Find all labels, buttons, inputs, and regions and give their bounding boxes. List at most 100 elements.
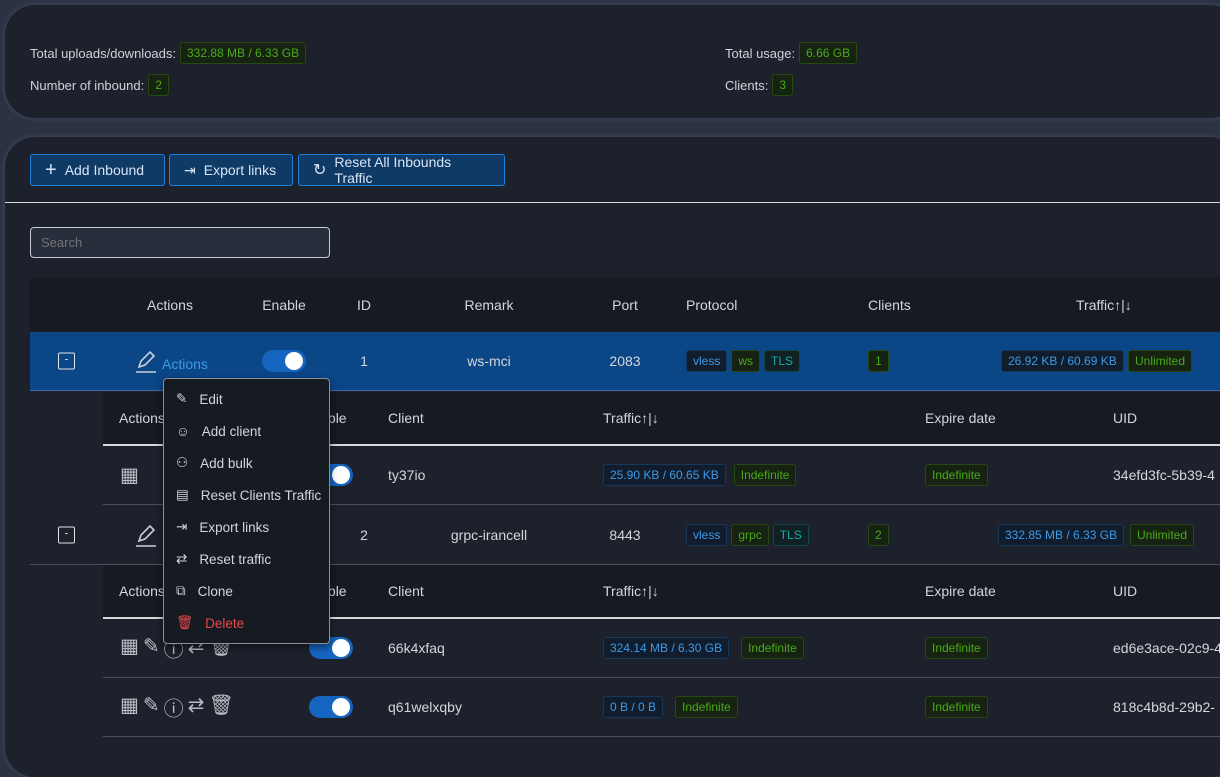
delete-icon[interactable]: 🗑 <box>208 694 234 717</box>
table-row[interactable]: - Actions 1 ws-mci 2083 vless ws TLS 1 26.… <box>30 332 1220 391</box>
menu-item-add-bulk[interactable]: ⚇ Add bulk <box>164 447 329 479</box>
enable-toggle[interactable] <box>262 350 306 372</box>
port: 8443 <box>609 526 641 543</box>
tag: vless <box>686 350 728 372</box>
menu-item-add-client[interactable]: ☺ Add client <box>164 415 329 447</box>
reset-icon[interactable]: ⇄ <box>187 694 205 717</box>
edit-icon[interactable] <box>134 523 158 547</box>
tag: TLS <box>772 523 809 546</box>
col-actions: Actions <box>119 583 165 599</box>
client-actions: ▦ <box>120 463 139 488</box>
qrcode-icon[interactable]: ▦ <box>120 635 139 658</box>
qrcode-icon[interactable]: ▦ <box>120 694 139 717</box>
client-row: ▦ ty37io 25.90 KB / 60.65 KB Indefinite I… <box>103 446 1220 505</box>
limit-badge: Unlimited <box>1128 350 1193 372</box>
label: Add Inbound <box>64 162 145 178</box>
client-traffic: 0 B / 0 B Indefinite <box>603 696 738 718</box>
user-add-icon: ☺ <box>176 423 190 439</box>
label: Clients: <box>725 77 769 93</box>
badge: 332.88 MB / 6.33 GB <box>180 42 307 64</box>
col-actions: Actions <box>147 296 193 313</box>
retweet-icon: ⇄ <box>176 551 188 566</box>
protocol-tags: vless ws TLS <box>686 350 801 372</box>
menu-item-clone[interactable]: ⧉ Clone <box>164 575 329 607</box>
stat-total-updown: Total uploads/downloads: 332.88 MB / 6.33… <box>30 42 307 64</box>
col-traffic: Traffic↑|↓ <box>1076 296 1132 313</box>
label: Reset Clients Traffic <box>200 487 322 503</box>
client-name: q61welxqby <box>388 699 462 715</box>
label: Delete <box>205 615 245 631</box>
divider <box>5 202 1220 203</box>
edit-icon[interactable]: ✎ <box>142 635 160 658</box>
edit-icon[interactable]: ✎ <box>142 694 160 717</box>
client-actions: ▦ ✎ ⓘ ⇄ 🗑 <box>120 693 234 722</box>
collapse-button[interactable]: - <box>58 526 75 543</box>
export-icon: ⇥ <box>176 519 188 534</box>
badge: 2 <box>148 74 169 96</box>
uid: ed6e3ace-02c9-4 <box>1113 640 1220 656</box>
search-input[interactable] <box>30 227 330 258</box>
delete-icon: 🗑 <box>176 615 194 630</box>
protocol-tags: vless grpc TLS <box>686 523 809 546</box>
menu-item-edit[interactable]: ✎ Edit <box>164 383 329 415</box>
traffic-badge: 324.14 MB / 6.30 GB <box>603 637 730 659</box>
traffic-badge: 25.90 KB / 60.65 KB <box>603 464 726 486</box>
total-badge: Indefinite <box>741 637 804 659</box>
traffic-badge: 332.85 MB / 6.33 GB <box>998 523 1125 546</box>
client-traffic: 324.14 MB / 6.30 GB Indefinite <box>603 637 804 659</box>
uid: 818c4b8d-29b2- <box>1113 699 1215 715</box>
collapse-button[interactable]: - <box>58 352 75 370</box>
menu-item-reset-traffic[interactable]: ⇄ Reset traffic <box>164 543 329 575</box>
qrcode-icon[interactable]: ▦ <box>120 464 139 487</box>
total-badge: Indefinite <box>733 464 797 486</box>
clients-badge: 2 <box>868 523 889 546</box>
clone-icon: ⧉ <box>176 583 186 598</box>
client-name: 66k4xfaq <box>388 640 445 656</box>
col-protocol: Protocol <box>686 296 738 313</box>
menu-item-export-links[interactable]: ⇥ Export links <box>164 511 329 543</box>
traffic-badge: 26.92 KB / 60.69 KB <box>1001 350 1124 372</box>
info-icon[interactable]: ⓘ <box>163 698 184 721</box>
label: Reset All Inbounds Traffic <box>334 154 452 186</box>
edit-icon: ✎ <box>176 391 188 406</box>
label: Add bulk <box>200 455 253 471</box>
label: Reset traffic <box>199 551 272 567</box>
col-enable: Enable <box>262 296 306 313</box>
traffic-badge: 0 B / 0 B <box>603 696 664 718</box>
menu-item-reset-clients-traffic[interactable]: ▤ Reset Clients Traffic <box>164 479 329 511</box>
col-expire: Expire date <box>925 410 996 426</box>
client-traffic: 25.90 KB / 60.65 KB Indefinite <box>603 464 797 486</box>
client-enable-toggle[interactable] <box>309 696 353 718</box>
add-inbound-button[interactable]: + Add Inbound <box>30 154 165 186</box>
expire-badge: Indefinite <box>925 637 988 659</box>
expire-badge: Indefinite <box>925 464 988 486</box>
actions-dropdown[interactable]: Actions <box>134 349 208 373</box>
reset-all-traffic-button[interactable]: ↻ Reset All Inbounds Traffic <box>298 154 505 186</box>
export-links-button[interactable]: ⇥ Export links <box>169 154 293 186</box>
stat-total-usage: Total usage: 6.66 GB <box>725 42 858 64</box>
limit-badge: Unlimited <box>1130 523 1195 546</box>
stat-clients: Clients: 3 <box>725 74 794 96</box>
remark: ws-mci <box>467 353 511 369</box>
expire-badge: Indefinite <box>925 696 988 718</box>
edit-icon <box>136 350 156 373</box>
remark: grpc-irancell <box>450 526 528 543</box>
port: 2083 <box>609 353 641 369</box>
tag: TLS <box>764 350 801 372</box>
col-client: Client <box>388 410 424 426</box>
users-icon: ⚇ <box>176 455 189 470</box>
col-client: Client <box>388 583 424 599</box>
file-reset-icon: ▤ <box>176 487 189 502</box>
id: 2 <box>360 526 368 543</box>
total-badge: Indefinite <box>675 696 738 718</box>
tag: vless <box>686 523 728 546</box>
tag: ws <box>731 350 761 372</box>
id: 1 <box>360 353 368 369</box>
info-icon[interactable]: ⓘ <box>163 639 184 662</box>
table-row[interactable]: - 2 grpc-irancell 8443 vless grpc TLS 2 33… <box>30 505 1220 565</box>
export-icon: ⇥ <box>184 161 196 178</box>
col-port: Port <box>612 296 638 313</box>
actions-menu: ✎ Edit ☺ Add client ⚇ Add bulk ▤ Reset Clien… <box>163 378 330 644</box>
menu-item-delete[interactable]: 🗑 Delete <box>164 607 329 639</box>
client-name: ty37io <box>388 467 426 483</box>
